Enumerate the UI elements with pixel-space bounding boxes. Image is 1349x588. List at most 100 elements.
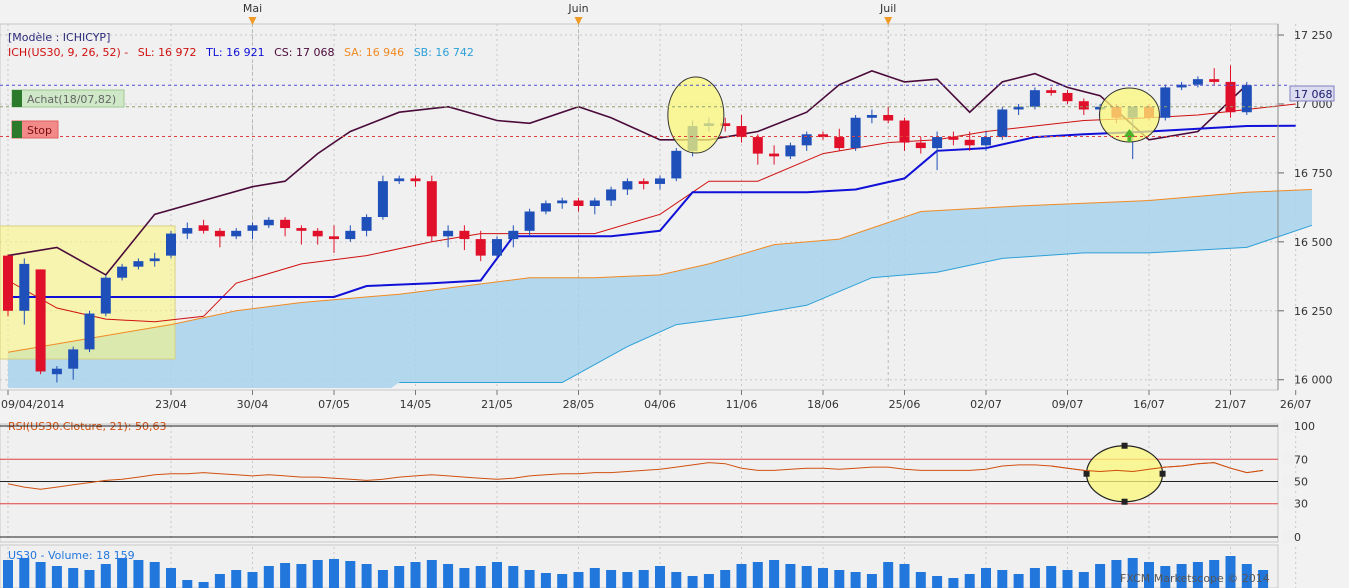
- volume-bar: [769, 560, 780, 588]
- date-tick-label: 21/05: [481, 398, 513, 411]
- volume-bar: [736, 564, 747, 588]
- candle-body: [720, 123, 731, 127]
- candle-body: [394, 178, 405, 182]
- buy-arrow-icon: [1123, 129, 1136, 143]
- candle-body: [1192, 79, 1203, 85]
- ichimoku-legend: ICH(US30, 9, 26, 52) - SL: 16 972 TL: 16…: [8, 46, 474, 59]
- candle: [801, 131, 812, 151]
- candle: [932, 131, 943, 171]
- candle-body: [296, 228, 307, 231]
- candle: [655, 175, 665, 190]
- date-tick-label: 30/04: [237, 398, 269, 411]
- volume-bar: [1225, 556, 1236, 588]
- rsi-tick-bg: [1282, 474, 1298, 488]
- volume-bar: [459, 568, 470, 588]
- volume-bar: [198, 582, 209, 588]
- rsi-tick-label: 70: [1294, 453, 1308, 466]
- volume-bar: [329, 559, 339, 588]
- volume-bar: [231, 570, 242, 588]
- stop-order-tag[interactable]: Stop: [11, 120, 59, 139]
- month-marker-icon: [574, 17, 583, 25]
- candle-body: [1029, 90, 1040, 107]
- month-marker-icon: [884, 17, 893, 25]
- price-tick-label: 16 000: [1294, 374, 1333, 387]
- month-label: Juin: [567, 2, 588, 15]
- candle: [638, 178, 649, 190]
- candle-body: [1176, 84, 1187, 88]
- volume-bar: [377, 570, 388, 588]
- rsi-tick-bg: [1282, 530, 1298, 543]
- volume-bar: [394, 566, 405, 588]
- candle: [263, 217, 274, 229]
- date-tick-label: 21/07: [1215, 398, 1247, 411]
- date-axis: 09/04/2014 23/04 30/04 07/05 14/05 21/05 28/05…: [1, 390, 1312, 411]
- senkou-b-line: [399, 224, 1313, 383]
- volume-bar: [899, 564, 910, 588]
- candle: [589, 197, 600, 215]
- candle-body: [736, 126, 747, 138]
- volume-bar: [720, 570, 731, 588]
- candle-body: [866, 115, 877, 118]
- candle-body: [801, 134, 812, 146]
- volume-bar: [1192, 562, 1203, 588]
- model-label: [Modèle : ICHICYP]: [8, 31, 110, 44]
- candle-body: [377, 181, 388, 218]
- rsi-highlight-ellipse: [1085, 445, 1164, 503]
- candle: [557, 197, 568, 209]
- candle: [1013, 103, 1024, 115]
- volume-bar: [296, 564, 307, 588]
- ichimoku-cloud: [8, 189, 1312, 388]
- candle: [296, 225, 307, 245]
- candle: [1029, 87, 1040, 110]
- candle-body: [214, 230, 225, 237]
- date-tick-label: 23/04: [155, 398, 187, 411]
- candle: [785, 142, 796, 160]
- volume-bar: [1046, 566, 1057, 588]
- candle-body: [198, 225, 209, 231]
- volume-bar: [149, 562, 160, 588]
- date-tick-label: 18/06: [807, 398, 839, 411]
- sa-value: SA: 16 946: [344, 46, 404, 59]
- candle-body: [312, 230, 323, 237]
- candle: [166, 230, 176, 259]
- volume-bar: [524, 570, 535, 588]
- volume-bar: [312, 560, 323, 588]
- candle-body: [557, 200, 568, 204]
- candle: [981, 131, 991, 151]
- candle-body: [329, 236, 339, 240]
- buy-order-label: Achat(18/07,82): [27, 93, 116, 106]
- candle-body: [361, 217, 372, 231]
- volume-bar: [622, 572, 633, 588]
- rsi-tick-bg: [1282, 419, 1298, 432]
- volume-bar: [1078, 572, 1089, 588]
- date-tick-label: 14/05: [400, 398, 432, 411]
- candle-body: [280, 219, 291, 229]
- candle: [671, 148, 682, 182]
- price-tick-label: 16 250: [1294, 305, 1333, 318]
- volume-bar: [475, 566, 486, 588]
- candle: [459, 225, 470, 251]
- volume-bar: [540, 573, 551, 588]
- candle-body: [117, 266, 128, 278]
- candle-body: [964, 139, 975, 146]
- candle: [997, 106, 1008, 140]
- volume-bar: [981, 568, 991, 588]
- candle: [1225, 65, 1236, 118]
- volume-bar: [68, 568, 79, 588]
- candle: [752, 134, 763, 165]
- buy-order-tag[interactable]: Achat(18/07,82): [11, 89, 125, 108]
- candle: [1241, 81, 1252, 115]
- candle-body: [671, 150, 682, 179]
- volume-bar: [671, 572, 682, 588]
- ellipse-handle: [1083, 470, 1090, 477]
- candle: [312, 228, 323, 245]
- candle: [84, 310, 95, 353]
- order-lines: [0, 84, 1290, 138]
- candle-body: [68, 349, 79, 369]
- candle-body: [149, 258, 160, 262]
- candle-body: [1013, 106, 1024, 110]
- candle: [606, 186, 617, 206]
- candle: [818, 131, 828, 140]
- volume-bar: [1160, 566, 1171, 588]
- volume-bar: [818, 568, 828, 588]
